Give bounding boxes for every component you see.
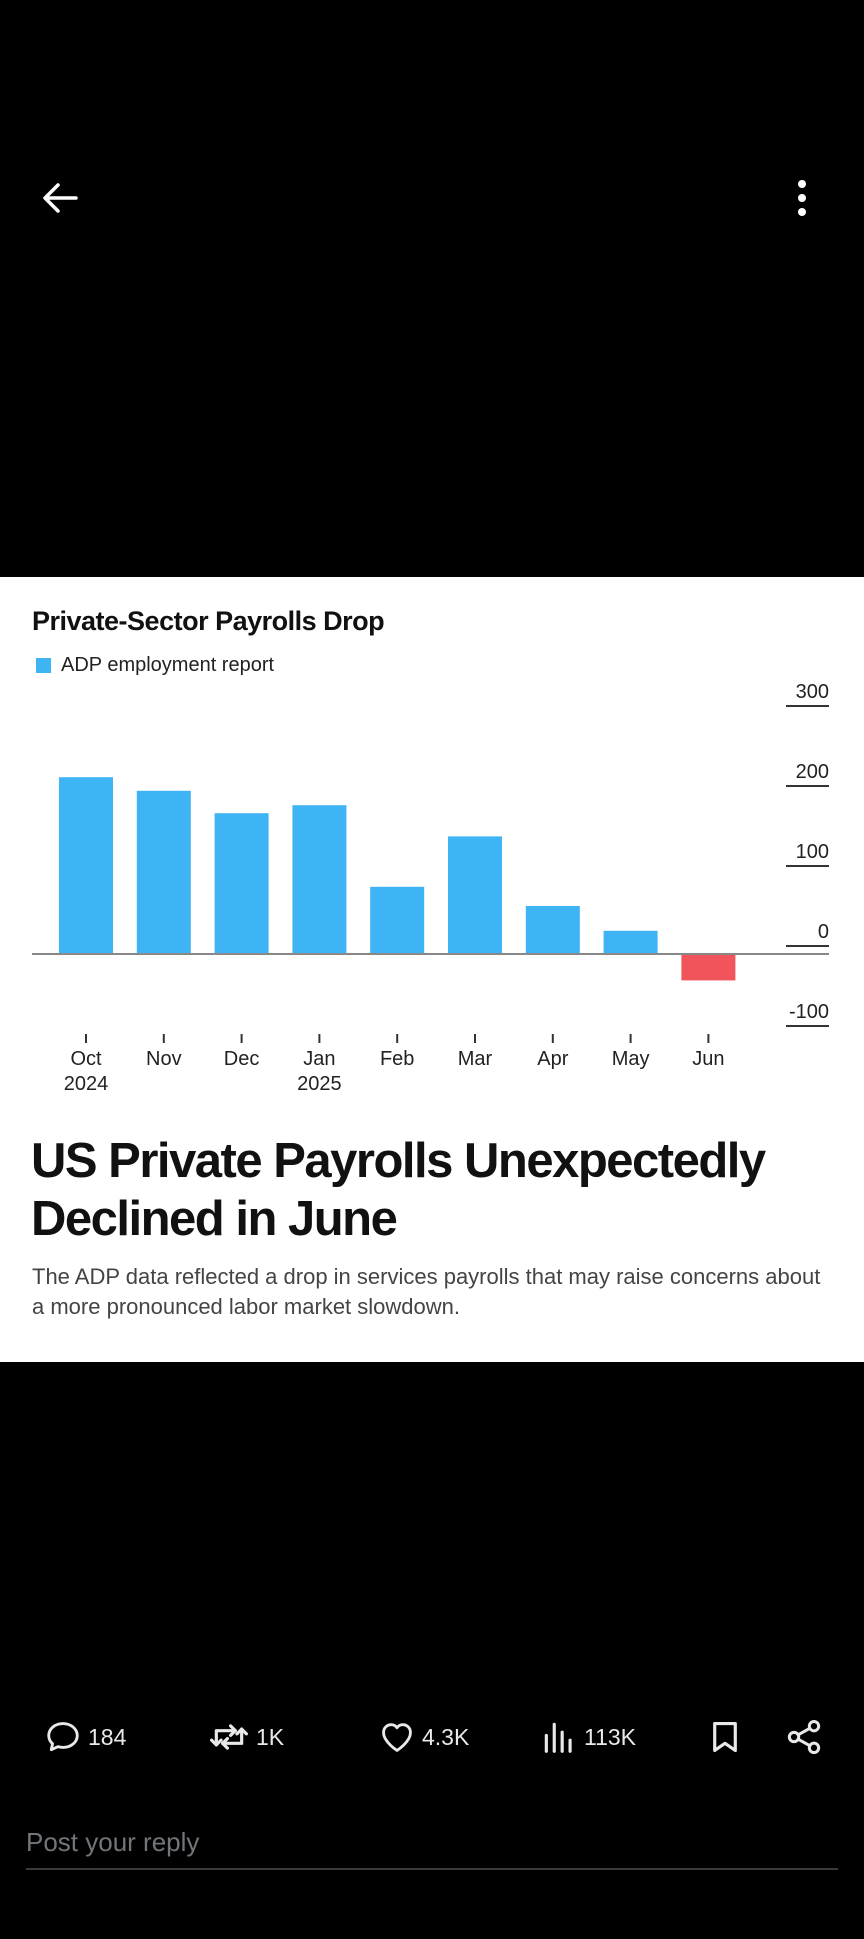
share-button[interactable] [784,1710,824,1764]
x-tick-label: Nov [146,1048,182,1070]
article-headline: US Private Payrolls Unexpectedly Decline… [31,1134,766,1246]
y-tick-label: 100 [796,841,829,863]
views-count: 113K [584,1723,637,1750]
x-tick-label: Jan [303,1048,335,1070]
bookmark-button[interactable] [706,1710,744,1764]
comment-icon [47,1722,79,1752]
x-tick-sublabel: 2024 [64,1073,109,1095]
x-tick-label: Feb [380,1048,414,1070]
x-tick-label: Jun [692,1048,724,1070]
bar [603,930,658,954]
y-tick-label: -100 [789,1001,829,1023]
arrow-left-icon [43,183,78,213]
reply-input[interactable] [26,1816,838,1870]
chart-legend: ADP employment report [36,654,274,677]
chart-title: Private-Sector Payrolls Drop [32,606,385,636]
bar [59,777,113,954]
heart-icon [382,1723,412,1752]
back-button[interactable] [34,174,86,222]
x-tick-sublabel: 2025 [297,1073,342,1095]
x-tick-label: Oct [70,1048,102,1070]
article-dek: The ADP data reflected a drop in service… [32,1264,821,1319]
top-bar [0,0,864,400]
bar [448,836,502,954]
views-button[interactable]: 113K [540,1710,636,1764]
reply-count: 184 [88,1723,127,1750]
bar-chart-icon [544,1722,572,1753]
x-tick-label: Dec [224,1048,260,1070]
x-tick-label: Apr [537,1048,568,1070]
bar [292,805,347,954]
y-tick-label: 300 [796,681,829,703]
legend-swatch [36,658,51,673]
x-tick-label: Mar [458,1048,493,1070]
x-tick-label: May [612,1048,650,1070]
like-button[interactable]: 4.3K [378,1710,469,1764]
bar [370,886,425,954]
bar-chart: 300 200 100 0 -100 Oct 2024 Nov Dec Jan 2025 Feb Mar… [32,681,829,1095]
post-action-bar: 184 1K 4.3K 113K [0,1710,864,1764]
y-tick-label: 200 [796,761,829,783]
more-vertical-icon [798,180,806,216]
more-options-button[interactable] [776,170,828,226]
reply-button[interactable]: 184 [44,1710,126,1764]
bookmark-icon [713,1721,737,1753]
legend-label: ADP employment report [61,654,275,676]
bar [136,790,191,954]
like-count: 4.3K [422,1723,470,1750]
bar [214,813,269,954]
y-tick-label: 0 [818,921,829,943]
repost-count: 1K [256,1723,285,1750]
repost-button[interactable]: 1K [208,1710,284,1764]
share-icon [787,1720,821,1754]
bar [525,906,580,954]
bar [681,954,736,981]
repost-icon [209,1724,248,1750]
